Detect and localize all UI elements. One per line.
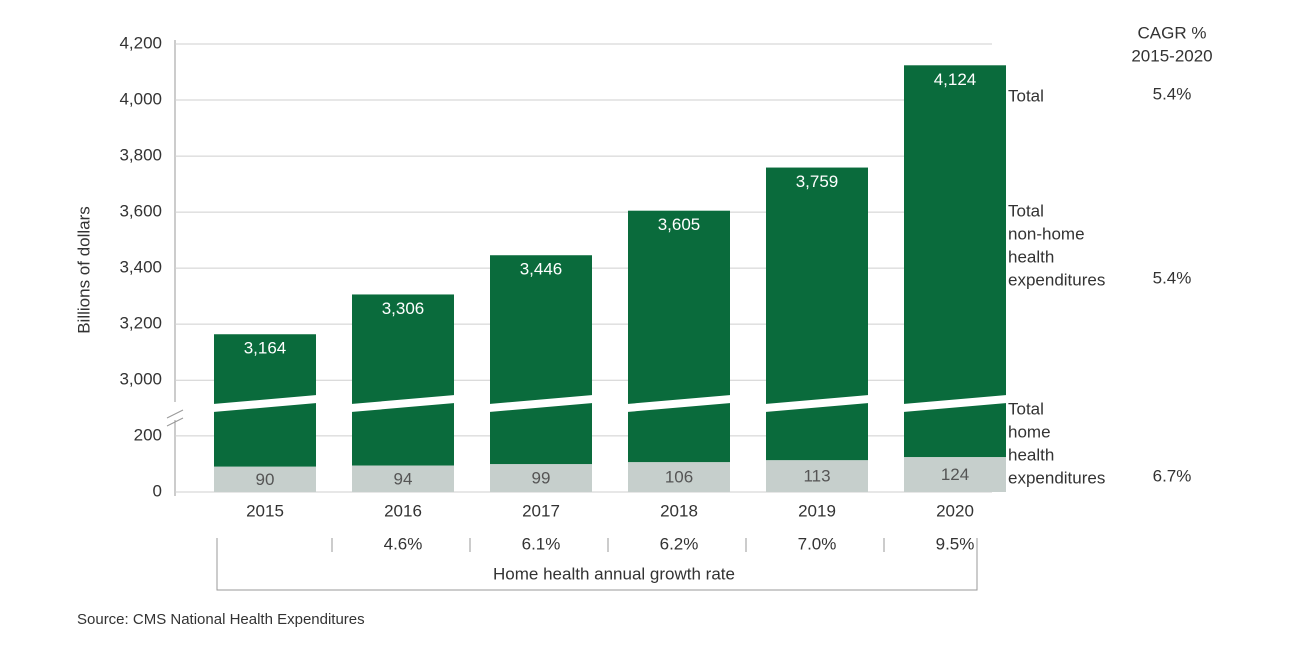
x-tick-label: 2015 [246, 501, 284, 520]
axis-break [213, 395, 317, 412]
home-health-label: 113 [803, 467, 830, 486]
total-label: 3,306 [382, 299, 425, 318]
axis-break [903, 395, 1007, 412]
cagr-value: 5.4% [1153, 84, 1192, 103]
bar-total [766, 167, 868, 461]
side-label: non-home [1008, 224, 1085, 243]
side-label: Total [1008, 86, 1044, 105]
total-label: 3,446 [520, 260, 563, 279]
axis-break [489, 395, 593, 412]
bar-home-health [490, 464, 592, 492]
x-tick-label: 2017 [522, 501, 560, 520]
growth-rate: 6.1% [522, 534, 561, 553]
y-tick-label: 3,400 [119, 258, 162, 277]
bar-home-health [628, 462, 730, 492]
home-health-label: 106 [665, 468, 693, 487]
bar-home-health [214, 466, 316, 492]
side-label: home [1008, 422, 1051, 441]
total-label: 4,124 [934, 70, 977, 89]
x-tick-label: 2018 [660, 501, 698, 520]
home-health-label: 94 [394, 469, 413, 488]
source: Source: CMS National Health Expenditures [77, 611, 365, 628]
bar-total [904, 65, 1006, 458]
y-tick-label: 3,200 [119, 314, 162, 333]
growth-rate: 9.5% [936, 534, 975, 553]
y-tick-label: 3,800 [119, 146, 162, 165]
total-label: 3,605 [658, 215, 701, 234]
side-label: Total [1008, 201, 1044, 220]
total-label: 3,759 [796, 172, 839, 191]
growth-bracket [216, 538, 978, 591]
y-tick-label: 3,000 [119, 370, 162, 389]
home-health-label: 124 [941, 465, 969, 484]
growth-rate: 4.6% [384, 534, 423, 553]
axis-break-mark [166, 409, 184, 427]
cagr-header: 2015-2020 [1131, 46, 1212, 65]
side-label: expenditures [1008, 468, 1105, 487]
bar-total [490, 255, 592, 465]
y-axis-label: Billions of dollars [74, 206, 93, 334]
side-label: Total [1008, 399, 1044, 418]
home-health-label: 99 [532, 469, 551, 488]
y-tick-label: 4,000 [119, 90, 162, 109]
side-label: health [1008, 445, 1054, 464]
bar-home-health [904, 457, 1006, 492]
axis-break [765, 395, 869, 412]
bar-total [352, 294, 454, 466]
growth-label: Home health annual growth rate [493, 564, 735, 583]
bar-total [628, 210, 730, 463]
axis-break [351, 395, 455, 412]
axis-break [627, 395, 731, 412]
side-label: health [1008, 247, 1054, 266]
y-tick-label: 200 [134, 425, 162, 444]
cagr-value: 5.4% [1153, 268, 1192, 287]
home-health-label: 90 [256, 470, 275, 489]
cagr-value: 6.7% [1153, 466, 1192, 485]
growth-rate: 7.0% [798, 534, 837, 553]
y-tick-label: 4,200 [119, 33, 162, 52]
growth-rate: 6.2% [660, 534, 699, 553]
x-tick-label: 2019 [798, 501, 836, 520]
x-tick-label: 2016 [384, 501, 422, 520]
y-tick-label: 3,600 [119, 202, 162, 221]
bar-home-health [352, 465, 454, 492]
side-label: expenditures [1008, 270, 1105, 289]
total-label: 3,164 [244, 339, 287, 358]
bar-home-health [766, 460, 868, 492]
x-tick-label: 2020 [936, 501, 974, 520]
y-tick-label: 0 [153, 481, 162, 500]
cagr-header: CAGR % [1138, 23, 1207, 42]
